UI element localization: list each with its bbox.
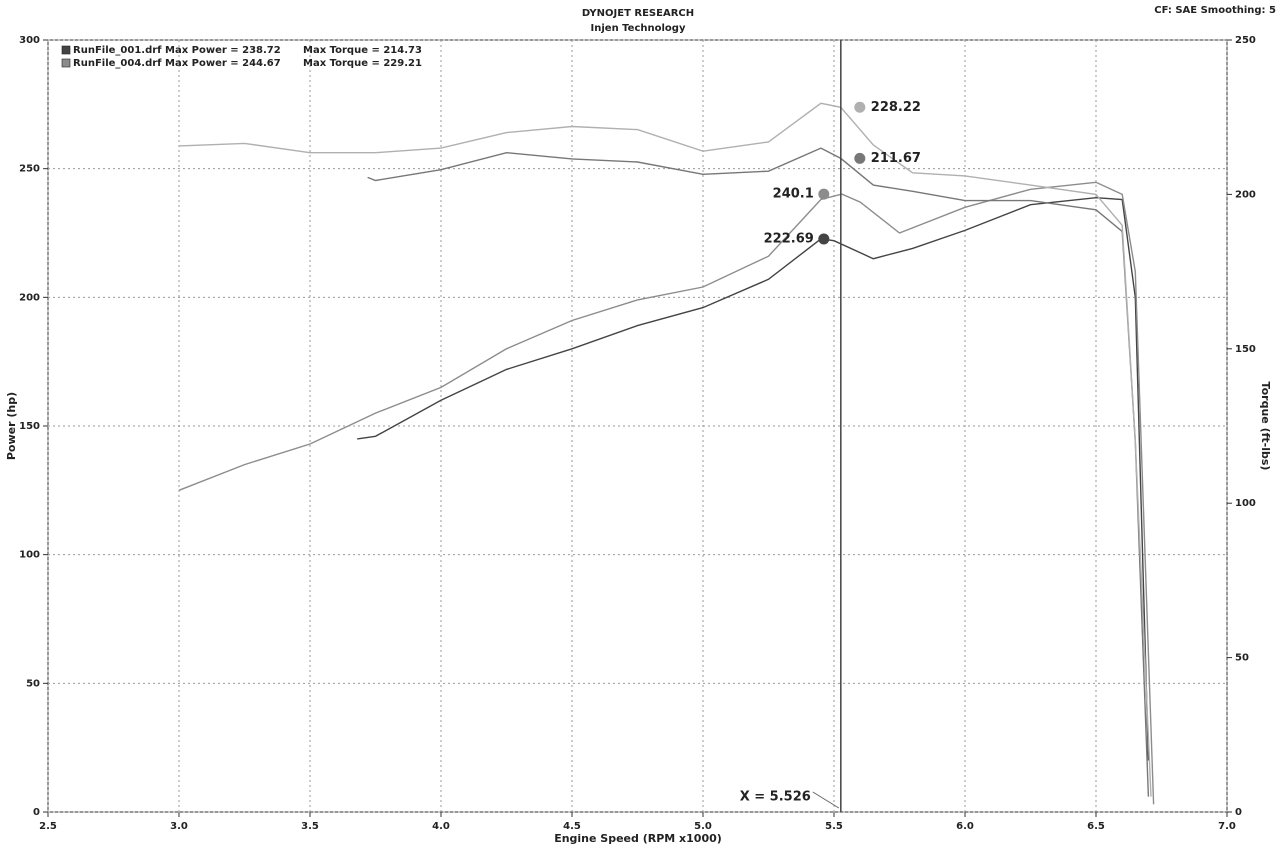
legend-swatch bbox=[61, 58, 71, 68]
cursor-value: 222.69 bbox=[764, 231, 814, 246]
cursor-dot bbox=[818, 188, 830, 200]
cursor-value: 228.22 bbox=[871, 100, 921, 115]
x-tick-label: 2.5 bbox=[39, 821, 57, 832]
y-tick-label: 100 bbox=[19, 550, 40, 561]
y-tick-label: 0 bbox=[33, 807, 40, 818]
legend-text: RunFile_004.drf Max Power = 244.67 bbox=[73, 58, 281, 69]
x-tick-label: 6.0 bbox=[956, 821, 974, 832]
y-axis-label: Power (hp) bbox=[5, 392, 18, 460]
y2-tick-label: 150 bbox=[1235, 344, 1256, 355]
y-tick-label: 200 bbox=[19, 292, 40, 303]
cursor-dot bbox=[818, 233, 830, 245]
x-tick-label: 3.5 bbox=[301, 821, 319, 832]
y-tick-label: 300 bbox=[19, 35, 40, 46]
y-tick-label: 50 bbox=[26, 678, 40, 689]
legend-text: Max Torque = 229.21 bbox=[303, 58, 422, 69]
cursor-leader bbox=[812, 791, 840, 809]
x-tick-label: 5.5 bbox=[825, 821, 843, 832]
series-line bbox=[367, 147, 1150, 797]
x-tick-label: 6.5 bbox=[1087, 821, 1105, 832]
series-line bbox=[178, 102, 1152, 797]
legend-text: RunFile_001.drf Max Power = 238.72 bbox=[73, 45, 281, 56]
x-axis-label: Engine Speed (RPM x1000) bbox=[554, 832, 722, 845]
chart-subtitle: Injen Technology bbox=[591, 23, 686, 34]
cursor-value: 240.1 bbox=[773, 187, 814, 202]
x-tick-label: 4.0 bbox=[432, 821, 450, 832]
x-tick-label: 5.0 bbox=[694, 821, 712, 832]
cursor-label: X = 5.526 bbox=[740, 790, 811, 805]
corner-note: CF: SAE Smoothing: 5 bbox=[1154, 5, 1276, 16]
legend-text: Max Torque = 214.73 bbox=[303, 45, 422, 56]
y2-tick-label: 50 bbox=[1235, 653, 1249, 664]
cursor-dot bbox=[854, 152, 866, 164]
y2-tick-label: 100 bbox=[1235, 498, 1256, 509]
y2-axis-label: Torque (ft-lbs) bbox=[1259, 382, 1272, 471]
x-tick-label: 7.0 bbox=[1218, 821, 1236, 832]
chart-title: DYNOJET RESEARCH bbox=[582, 8, 694, 19]
legend-swatch bbox=[61, 45, 71, 55]
y-tick-label: 150 bbox=[19, 421, 40, 432]
y2-tick-label: 250 bbox=[1235, 35, 1256, 46]
cursor-dot bbox=[854, 101, 866, 113]
cursor-value: 211.67 bbox=[871, 151, 921, 166]
series-line bbox=[178, 181, 1155, 805]
y2-tick-label: 0 bbox=[1235, 807, 1242, 818]
series-line bbox=[357, 196, 1150, 761]
x-tick-label: 4.5 bbox=[563, 821, 581, 832]
y2-tick-label: 200 bbox=[1235, 189, 1256, 200]
x-tick-label: 3.0 bbox=[170, 821, 188, 832]
y-tick-label: 250 bbox=[19, 164, 40, 175]
